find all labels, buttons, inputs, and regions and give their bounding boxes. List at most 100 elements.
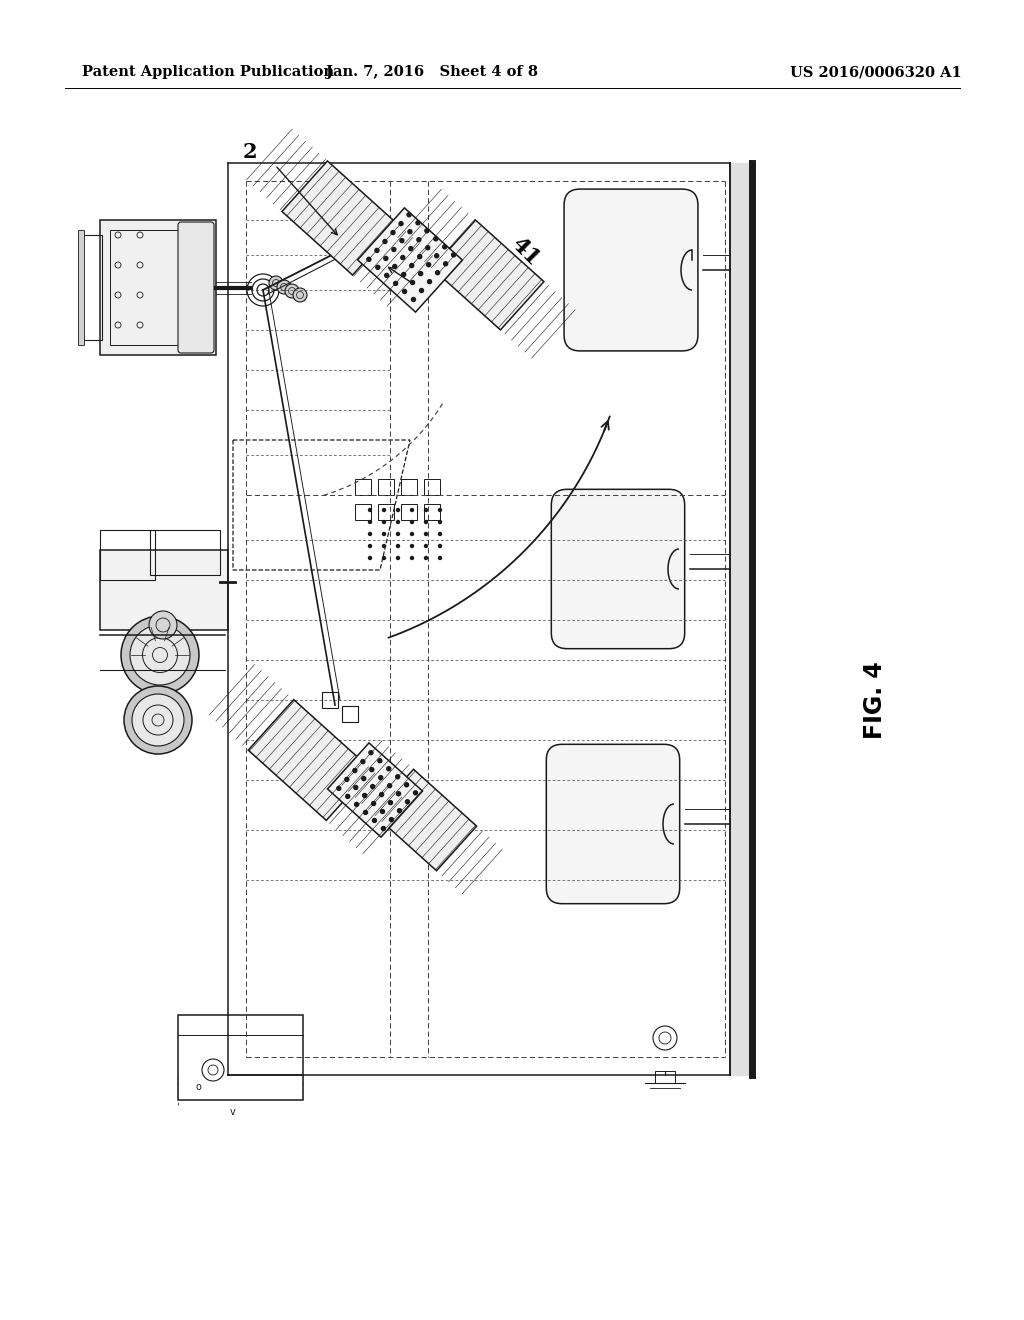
Ellipse shape <box>345 777 349 781</box>
Ellipse shape <box>393 264 396 268</box>
Bar <box>342 706 358 722</box>
Ellipse shape <box>354 803 358 807</box>
Ellipse shape <box>426 246 430 249</box>
Ellipse shape <box>438 520 441 524</box>
Ellipse shape <box>269 276 283 290</box>
Ellipse shape <box>369 544 372 548</box>
Ellipse shape <box>425 544 427 548</box>
Ellipse shape <box>438 532 441 536</box>
Bar <box>401 504 417 520</box>
Ellipse shape <box>418 255 422 259</box>
Bar <box>82 235 102 341</box>
Ellipse shape <box>396 508 399 511</box>
Text: 41: 41 <box>506 234 544 271</box>
Ellipse shape <box>409 247 413 251</box>
Bar <box>730 162 752 1074</box>
Ellipse shape <box>362 793 367 797</box>
Bar <box>100 531 155 579</box>
Ellipse shape <box>121 616 199 694</box>
Ellipse shape <box>406 800 410 804</box>
Ellipse shape <box>393 281 397 285</box>
Ellipse shape <box>396 532 399 536</box>
Ellipse shape <box>383 520 385 524</box>
Ellipse shape <box>408 213 411 216</box>
Ellipse shape <box>378 759 382 763</box>
Bar <box>378 479 394 495</box>
Ellipse shape <box>385 273 389 277</box>
Ellipse shape <box>427 263 431 267</box>
Ellipse shape <box>379 776 383 780</box>
Ellipse shape <box>402 289 407 293</box>
Bar <box>100 550 228 630</box>
Polygon shape <box>432 220 544 330</box>
Ellipse shape <box>388 801 392 805</box>
Bar <box>655 1071 675 1082</box>
Ellipse shape <box>411 532 414 536</box>
Ellipse shape <box>383 239 387 243</box>
Bar <box>178 1015 303 1100</box>
Ellipse shape <box>411 508 414 511</box>
Text: Jan. 7, 2016   Sheet 4 of 8: Jan. 7, 2016 Sheet 4 of 8 <box>326 65 538 79</box>
Text: 2: 2 <box>243 143 257 162</box>
Ellipse shape <box>361 776 366 780</box>
Ellipse shape <box>384 256 388 260</box>
Ellipse shape <box>443 261 447 265</box>
Ellipse shape <box>124 686 193 754</box>
Ellipse shape <box>383 557 385 560</box>
Ellipse shape <box>425 532 427 536</box>
FancyBboxPatch shape <box>551 490 685 648</box>
Text: o: o <box>195 1082 201 1092</box>
Ellipse shape <box>411 557 414 560</box>
Ellipse shape <box>400 256 404 260</box>
Ellipse shape <box>392 248 396 252</box>
Polygon shape <box>357 207 463 312</box>
Ellipse shape <box>364 810 368 814</box>
Ellipse shape <box>370 768 374 772</box>
Ellipse shape <box>375 248 379 252</box>
Ellipse shape <box>401 272 406 276</box>
Ellipse shape <box>438 557 441 560</box>
Bar <box>322 692 338 708</box>
Ellipse shape <box>371 784 375 788</box>
Ellipse shape <box>420 289 424 293</box>
Ellipse shape <box>278 280 291 294</box>
Ellipse shape <box>438 544 441 548</box>
Ellipse shape <box>438 508 441 511</box>
Ellipse shape <box>425 557 427 560</box>
Ellipse shape <box>387 767 391 771</box>
Bar <box>150 531 220 576</box>
Ellipse shape <box>410 264 414 268</box>
Ellipse shape <box>400 239 403 243</box>
Ellipse shape <box>414 791 418 795</box>
Ellipse shape <box>408 230 412 234</box>
Ellipse shape <box>396 520 399 524</box>
Ellipse shape <box>411 544 414 548</box>
Ellipse shape <box>293 288 307 302</box>
Ellipse shape <box>399 222 403 226</box>
Ellipse shape <box>353 768 356 772</box>
Ellipse shape <box>397 809 401 813</box>
Ellipse shape <box>419 272 423 276</box>
Polygon shape <box>248 700 372 821</box>
Ellipse shape <box>404 783 409 787</box>
Bar <box>100 220 216 355</box>
Bar <box>355 504 371 520</box>
Ellipse shape <box>388 784 391 788</box>
Ellipse shape <box>428 280 431 284</box>
Ellipse shape <box>369 751 373 755</box>
Ellipse shape <box>380 792 384 796</box>
Ellipse shape <box>412 297 416 301</box>
Ellipse shape <box>150 611 177 639</box>
Ellipse shape <box>425 508 427 511</box>
Polygon shape <box>328 743 423 837</box>
Bar <box>78 230 84 345</box>
Ellipse shape <box>396 557 399 560</box>
Text: US 2016/0006320 A1: US 2016/0006320 A1 <box>790 65 962 79</box>
Bar <box>110 230 206 345</box>
Ellipse shape <box>416 220 420 224</box>
Bar <box>355 479 371 495</box>
Ellipse shape <box>442 244 446 249</box>
Ellipse shape <box>353 785 357 789</box>
Ellipse shape <box>132 694 184 746</box>
Ellipse shape <box>435 271 439 275</box>
